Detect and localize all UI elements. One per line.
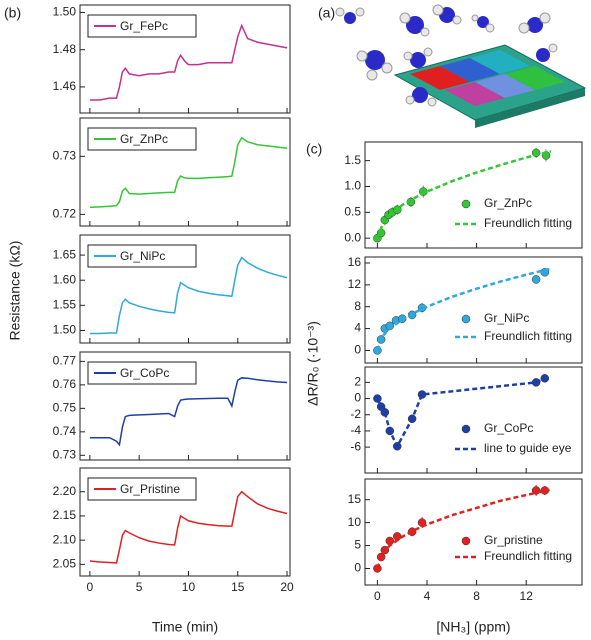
y-tick-label: 1.48: [53, 42, 77, 56]
data-line: [89, 490, 288, 564]
y-tick-label: 0.77: [53, 354, 77, 368]
legend-label: Gr_ZnPc: [484, 196, 532, 210]
legend-label: Gr_CoPc: [120, 366, 169, 380]
y-tick-label: 1.50: [53, 323, 77, 337]
plot-frame: [79, 351, 291, 461]
legend-box: [87, 14, 197, 38]
plot-frame: [79, 4, 291, 114]
y-tick-label: 0.73: [53, 447, 77, 461]
y-tick-label: -6: [350, 439, 361, 453]
fit-line: [376, 488, 552, 569]
y-axis-label: ΔR/R₀ (·10⁻³): [305, 321, 321, 406]
y-tick-label: 2.05: [53, 557, 77, 571]
legend-box: [87, 127, 197, 151]
y-tick-label: 1.65: [53, 247, 77, 261]
plot-frame: [364, 366, 583, 474]
y-tick-label: 15: [348, 492, 362, 506]
x-tick-label: 8: [473, 589, 480, 603]
y-tick-label: 0.76: [53, 377, 77, 391]
legend-swatch: [461, 314, 471, 324]
legend-label: Gr_FePc: [120, 19, 168, 33]
plot-frame: [79, 117, 291, 227]
x-tick-label: 0: [374, 589, 381, 603]
legend-label: Gr_CoPc: [484, 421, 533, 435]
legend-label: Gr_Pristine: [120, 482, 180, 496]
legend-swatch: [461, 199, 471, 209]
x-tick-label: 4: [424, 589, 431, 603]
legend-box: [87, 477, 197, 501]
panel-label: (a): [318, 5, 335, 21]
panel-label: (b): [4, 5, 21, 21]
x-tick-label: 10: [182, 580, 196, 594]
y-tick-label: 1.50: [53, 5, 77, 19]
legend-label: Freundlich fitting: [484, 549, 572, 563]
y-tick-label: 10: [348, 515, 362, 529]
y-tick-label: 5: [354, 538, 361, 552]
x-axis-label: [NH₃] (ppm): [436, 619, 510, 635]
x-tick-label: 12: [520, 589, 534, 603]
legend-label: Gr_pristine: [484, 533, 543, 547]
y-tick-label: 2: [354, 375, 361, 389]
legend-label: Freundlich fitting: [484, 329, 572, 343]
y-tick-label: 1.60: [53, 272, 77, 286]
legend-swatch: [461, 536, 471, 546]
data-line: [89, 23, 288, 101]
data-line: [89, 377, 288, 447]
legend-label: Gr_NiPc: [484, 311, 529, 325]
x-tick-label: 0: [87, 580, 94, 594]
legend-swatch: [461, 424, 471, 434]
y-tick-label: 16: [348, 255, 362, 269]
plot-frame: [364, 256, 583, 364]
plot-frame: [364, 141, 583, 249]
legend-label: line to guide eye: [484, 441, 572, 455]
y-tick-label: 0.74: [53, 424, 77, 438]
y-axis-label: Resistance (kΩ): [7, 241, 23, 341]
data-point: [385, 536, 395, 546]
x-axis-label: Time (min): [152, 619, 218, 635]
legend-box: [87, 244, 197, 268]
legend-label: Gr_ZnPc: [120, 132, 168, 146]
y-tick-label: 8: [354, 299, 361, 313]
y-tick-label: 0.72: [53, 207, 77, 221]
y-tick-label: 12: [348, 277, 362, 291]
sensor-illustration: [335, 4, 587, 128]
y-tick-label: 2.15: [53, 508, 77, 522]
data-line: [89, 136, 288, 209]
fit-line: [376, 377, 546, 450]
y-tick-label: 1.5: [344, 153, 361, 167]
y-tick-label: 0: [354, 561, 361, 575]
panel-label: (c): [306, 141, 322, 157]
y-tick-label: 1.46: [53, 79, 77, 93]
y-tick-label: 0: [354, 391, 361, 405]
y-tick-label: -4: [350, 423, 361, 437]
x-tick-label: 20: [280, 580, 294, 594]
legend-box: [87, 361, 197, 385]
plot-frame: [79, 467, 291, 577]
y-tick-label: 0.0: [344, 230, 361, 244]
x-tick-label: 15: [231, 580, 245, 594]
y-tick-label: 1.55: [53, 297, 77, 311]
plot-frame: [79, 234, 291, 344]
x-tick-label: 5: [136, 580, 143, 594]
y-tick-label: 0.75: [53, 401, 77, 415]
y-tick-label: 0: [354, 343, 361, 357]
legend-label: Gr_NiPc: [120, 249, 165, 263]
y-tick-label: 4: [354, 321, 361, 335]
fit-line: [376, 267, 552, 351]
y-tick-label: 1.0: [344, 179, 361, 193]
y-tick-label: 2.10: [53, 532, 77, 546]
plot-frame: [364, 478, 583, 586]
y-tick-label: 0.5: [344, 204, 361, 218]
data-point: [531, 275, 541, 284]
y-tick-label: -2: [350, 407, 361, 421]
data-line: [89, 256, 288, 335]
y-tick-label: 2.20: [53, 484, 77, 498]
y-tick-label: 0.73: [53, 148, 77, 162]
legend-label: Freundlich fitting: [484, 216, 572, 230]
